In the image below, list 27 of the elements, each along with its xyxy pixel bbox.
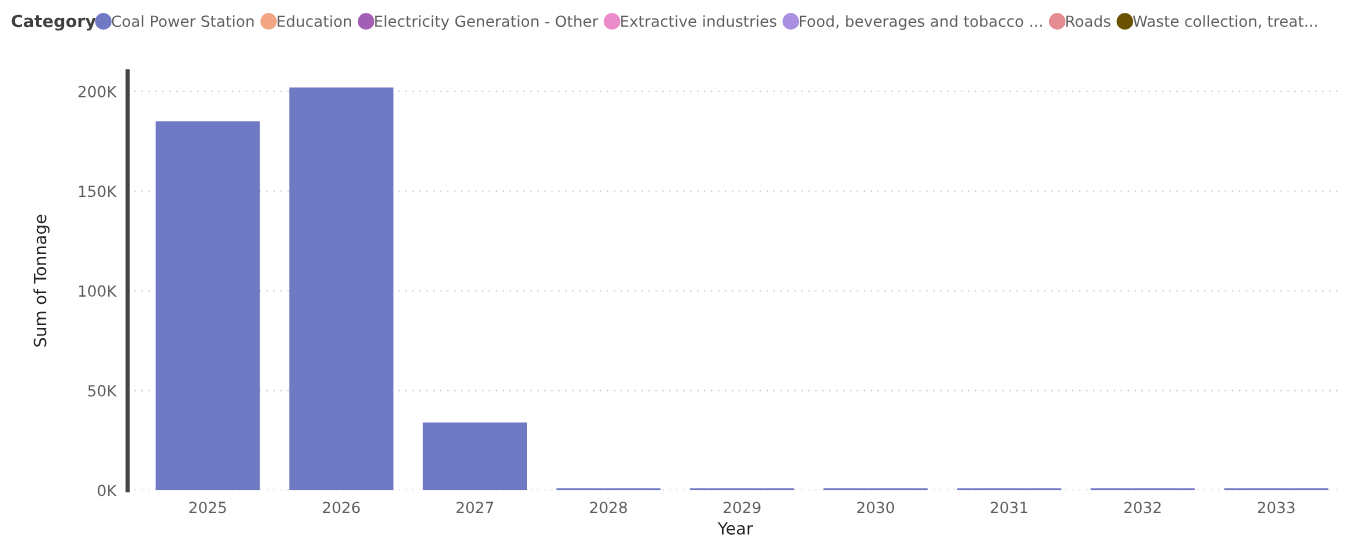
bar bbox=[289, 87, 394, 491]
legend-label: Extractive industries bbox=[621, 15, 777, 27]
y-axis-title: Sum of Tonnage bbox=[33, 214, 50, 347]
x-tick-label: 2026 bbox=[323, 501, 360, 514]
x-tick-label: 2025 bbox=[189, 501, 226, 514]
x-tick-label: 2032 bbox=[1124, 501, 1161, 514]
legend-label: Education bbox=[277, 15, 351, 27]
y-tick-label: 0K bbox=[97, 484, 117, 497]
legend-label: Electricity Generation - Other bbox=[375, 15, 599, 30]
legend-title: Category bbox=[11, 14, 96, 31]
bar bbox=[155, 121, 260, 491]
x-tick-label: 2030 bbox=[857, 501, 895, 514]
x-tick-label: 2027 bbox=[456, 501, 494, 514]
x-tick-label: 2033 bbox=[1257, 501, 1295, 514]
y-tick-label: 100K bbox=[79, 285, 117, 297]
legend-label: Coal Power Station bbox=[111, 15, 254, 27]
y-tick-label: 150K bbox=[79, 185, 117, 198]
x-axis-title: Year bbox=[717, 522, 753, 535]
legend-label: Food, beverages and tobacco ... bbox=[799, 15, 1042, 30]
x-tick-label: 2028 bbox=[590, 501, 627, 514]
legend-label: Waste collection, treat... bbox=[1133, 15, 1317, 29]
y-tick-label: 200K bbox=[78, 85, 117, 98]
legend-label: Roads bbox=[1066, 15, 1111, 27]
y-tick-label: 50K bbox=[88, 385, 117, 397]
x-tick-label: 2029 bbox=[723, 501, 761, 514]
bar bbox=[422, 422, 527, 491]
x-tick-label: 2031 bbox=[990, 501, 1028, 514]
